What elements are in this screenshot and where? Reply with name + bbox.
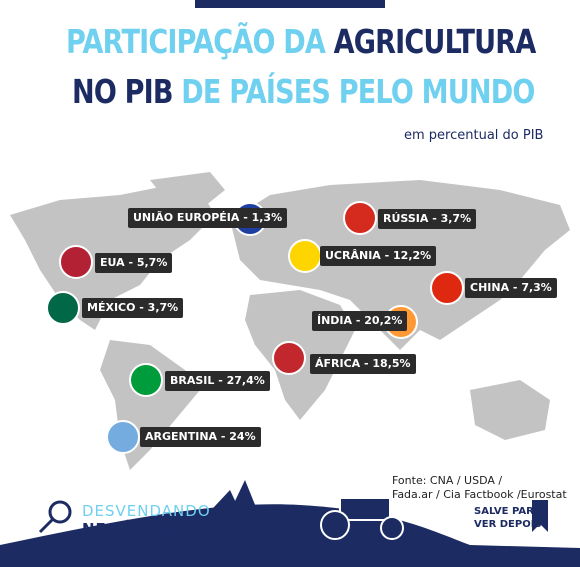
title-part: PARTICIPAÇÃO DA (66, 22, 326, 61)
flag (430, 271, 464, 305)
country-label: MÉXICO - 3,7% (82, 298, 184, 318)
source: Fada.ar / Cia Factbook /Eurostat (392, 488, 567, 501)
country-label: UNIÃO EUROPÉIA - 1,3% (128, 208, 288, 228)
title-part: NO PIB (72, 72, 173, 111)
source: Fonte: CNA / USDA / (392, 474, 503, 487)
country-label: CHINA - 7,3% (465, 278, 557, 298)
flag (272, 341, 306, 375)
country-label: ARGENTINA - 24% (140, 427, 261, 447)
flag (288, 239, 322, 273)
country-label: BRASIL - 27,4% (165, 371, 270, 391)
save-text[interactable]: SALVE PARA (474, 506, 542, 517)
save-text[interactable]: VER DEPOIS (474, 519, 542, 530)
brand: NEGÓCIOS (82, 520, 179, 538)
country-label: RÚSSIA - 3,7% (378, 209, 477, 229)
country-label: ÁFRICA - 18,5% (310, 354, 416, 374)
flag (59, 245, 93, 279)
title-part: DE PAÍSES PELO MUNDO (181, 72, 535, 111)
flag (106, 420, 140, 454)
flag (343, 201, 377, 235)
flag (129, 363, 163, 397)
country-label: EUA - 5,7% (95, 253, 173, 273)
country-label: UCRÂNIA - 12,2% (320, 246, 437, 266)
country-label: ÍNDIA - 20,2% (312, 311, 408, 331)
title-part: AGRICULTURA (333, 22, 537, 61)
flag (46, 291, 80, 325)
brand: DESVENDANDO (82, 502, 211, 520)
subtitle: em percentual do PIB (404, 128, 544, 143)
